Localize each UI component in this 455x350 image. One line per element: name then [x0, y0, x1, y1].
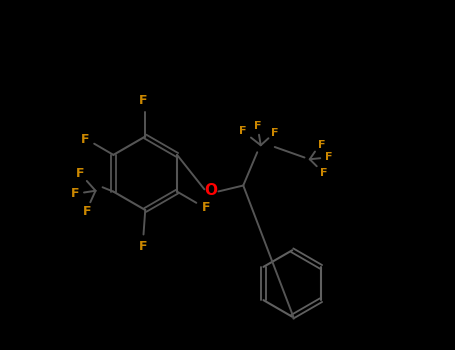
Text: F: F: [82, 204, 91, 218]
Text: F: F: [76, 167, 84, 181]
Text: F: F: [325, 153, 333, 162]
Text: F: F: [320, 168, 328, 178]
Text: O: O: [204, 183, 217, 198]
Text: F: F: [139, 240, 148, 253]
Text: F: F: [139, 94, 148, 107]
Text: F: F: [318, 140, 326, 149]
Text: F: F: [271, 128, 278, 138]
Text: F: F: [254, 121, 262, 131]
Text: F: F: [81, 133, 89, 146]
Text: F: F: [71, 187, 80, 200]
Text: F: F: [202, 201, 210, 214]
Text: F: F: [239, 126, 247, 135]
